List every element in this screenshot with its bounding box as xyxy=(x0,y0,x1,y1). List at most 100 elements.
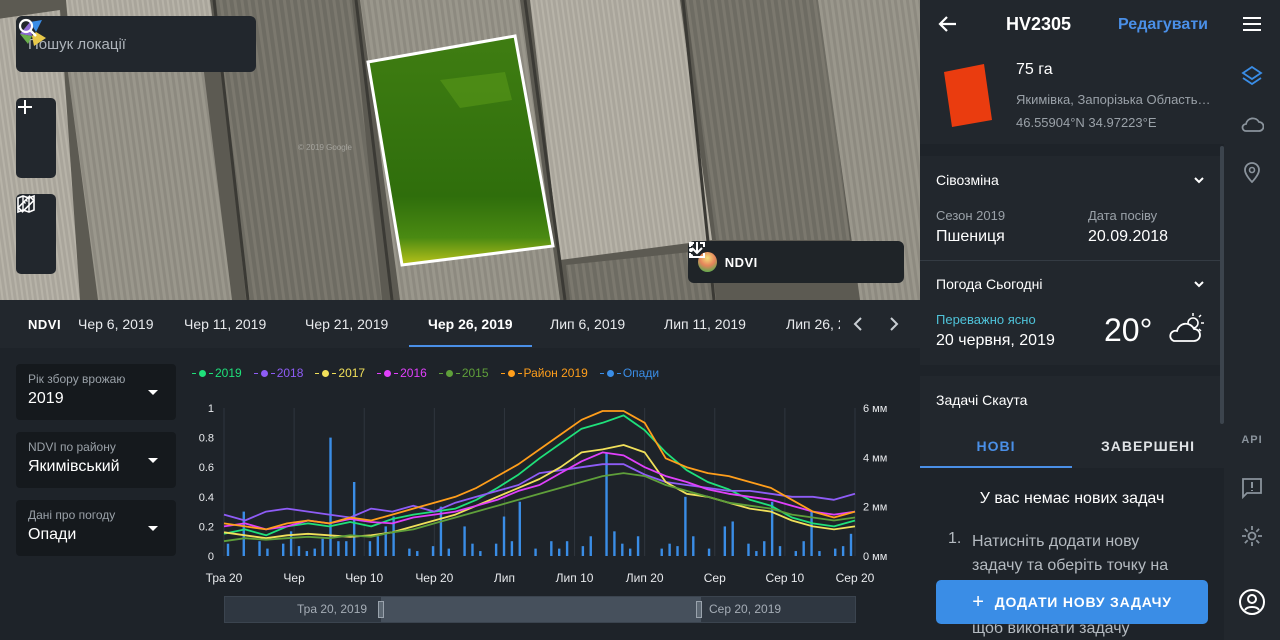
ndvi-layer-label[interactable]: NDVI xyxy=(724,254,758,270)
zoom-controls xyxy=(16,98,56,178)
legend-item[interactable]: 2019 xyxy=(192,366,242,380)
legend-dash xyxy=(500,372,505,374)
range-end-handle[interactable] xyxy=(696,601,702,618)
field-header: HV2305 Редагувати 75 га Якимівка, Запорі… xyxy=(920,0,1224,144)
section-title[interactable]: Погода Сьогодні xyxy=(936,276,1043,292)
hint-step-text: Натисніть додати нову задачу та оберіть … xyxy=(972,533,1169,574)
menu-button[interactable] xyxy=(1224,0,1280,48)
precipitation-bar xyxy=(329,437,332,556)
range-start-handle[interactable] xyxy=(378,601,384,618)
precipitation-bar xyxy=(321,538,324,556)
tab-completed-tasks[interactable]: ЗАВЕРШЕНІ xyxy=(1100,438,1196,454)
hamburger-menu-icon xyxy=(1243,17,1261,31)
series-line xyxy=(223,451,856,531)
precipitation-bar xyxy=(313,548,316,556)
range-selection[interactable] xyxy=(381,597,701,622)
account-button[interactable] xyxy=(1224,578,1280,626)
precipitation-bar xyxy=(794,551,797,556)
satellite-map[interactable]: © 2019 Google Пошук локації xyxy=(0,0,920,300)
precipitation-bar xyxy=(479,551,482,556)
zoom-out-button[interactable] xyxy=(16,106,56,178)
settings-button[interactable] xyxy=(1224,512,1280,560)
precipitation-bar xyxy=(636,536,640,556)
timeline-date[interactable]: Чер 11, 2019 xyxy=(184,316,267,332)
timeline-date[interactable]: Чер 6, 2019 xyxy=(78,316,154,332)
map-layers-button[interactable] xyxy=(16,194,56,274)
precipitation-bar xyxy=(376,536,380,556)
api-button[interactable]: API xyxy=(1241,434,1263,446)
timeline-index-label: NDVI xyxy=(28,316,62,332)
tab-new-tasks[interactable]: НОВІ xyxy=(920,424,1072,468)
precipitation-bar xyxy=(447,548,451,556)
timeline-date-active[interactable]: Чер 26, 2019 xyxy=(428,316,513,332)
precipitation-bar xyxy=(289,531,293,556)
legend-dash xyxy=(517,372,522,374)
weather-data-select[interactable]: Дані про погоду Опади xyxy=(16,500,176,556)
season-label: Сезон 2019 xyxy=(936,208,1006,223)
feedback-button[interactable] xyxy=(1224,464,1280,512)
legend-dash xyxy=(616,372,621,374)
active-date-indicator xyxy=(409,345,532,347)
legend-dash xyxy=(209,372,213,374)
x-tick-label: Лип 10 xyxy=(556,571,594,585)
layers-button[interactable] xyxy=(1224,52,1280,100)
section-title[interactable]: Сівозміна xyxy=(936,172,999,188)
caret-down-icon xyxy=(148,526,158,531)
search-placeholder: Пошук локації xyxy=(28,35,126,53)
fullscreen-button[interactable] xyxy=(689,242,894,278)
timeline-dates: Чер 6, 2019 Чер 11, 2019 Чер 21, 2019 Че… xyxy=(72,300,840,348)
fullscreen-icon xyxy=(689,242,705,258)
precipitation-bar xyxy=(431,546,435,556)
feedback-icon xyxy=(1242,478,1262,499)
legend-item[interactable]: 2016 xyxy=(377,366,427,380)
legend-item[interactable]: 2015 xyxy=(438,366,489,380)
back-arrow-icon[interactable] xyxy=(936,12,960,36)
legend-item[interactable]: 2018 xyxy=(253,366,303,380)
ndvi-region-select[interactable]: NDVI по району Якимівський xyxy=(16,432,176,488)
weather-button[interactable] xyxy=(1224,100,1280,148)
harvest-year-select[interactable]: Рік збору врожаю 2019 xyxy=(16,364,176,420)
precipitation-bar xyxy=(707,548,711,556)
panel-scrollbar[interactable] xyxy=(1220,146,1224,424)
legend-dash xyxy=(315,372,320,374)
legend-item[interactable]: 2017 xyxy=(315,366,365,380)
timeline-next-button[interactable] xyxy=(876,300,912,348)
y-right-tick-label: 6 мм xyxy=(863,403,887,415)
legend-item[interactable]: Опади xyxy=(599,366,659,380)
chevron-down-icon[interactable] xyxy=(1192,277,1206,291)
timeline-date[interactable]: Чер 21, 2019 xyxy=(305,316,389,332)
precipitation-bar xyxy=(226,543,230,556)
precipitation-bar xyxy=(723,526,727,556)
precipitation-bar xyxy=(841,546,845,556)
download-button[interactable] xyxy=(690,242,856,278)
precipitation-bar xyxy=(755,551,758,556)
timeline-date[interactable]: Лип 26, 2019 xyxy=(786,316,840,332)
x-tick-label: Сер xyxy=(704,571,726,585)
legend-label: Район 2019 xyxy=(523,366,588,380)
legend-dash xyxy=(270,372,275,374)
precipitation-bar xyxy=(770,501,774,556)
legend-dash xyxy=(394,372,399,374)
search-icon[interactable] xyxy=(16,16,40,40)
timeline-date[interactable]: Лип 6, 2019 xyxy=(550,316,626,332)
add-task-button[interactable]: + ДОДАТИ НОВУ ЗАДАЧУ xyxy=(936,580,1208,624)
precipitation-bar xyxy=(337,541,340,556)
location-search[interactable]: Пошук локації xyxy=(16,16,256,72)
legend-label: 2015 xyxy=(461,366,489,380)
y-left-tick-label: 0 xyxy=(208,551,214,563)
more-options-button[interactable] xyxy=(689,242,819,278)
legend-dot xyxy=(199,369,206,377)
no-tasks-message: У вас немає нових задач xyxy=(979,490,1165,507)
edit-button[interactable]: Редагувати xyxy=(1118,16,1208,33)
timeline-date[interactable]: Лип 11, 2019 xyxy=(664,316,746,332)
precipitation-bar xyxy=(558,548,561,556)
precipitation-bar xyxy=(684,496,687,556)
date-range-slider[interactable]: Тра 20, 2019 Сер 20, 2019 xyxy=(224,596,856,623)
x-tick-label: Чер 20 xyxy=(415,571,453,585)
legend-item[interactable]: Район 2019 xyxy=(500,366,588,380)
location-button[interactable] xyxy=(1224,148,1280,196)
series-line xyxy=(223,414,856,537)
precipitation-bar xyxy=(408,548,411,556)
chevron-down-icon[interactable] xyxy=(1192,173,1206,187)
timeline-prev-button[interactable] xyxy=(840,300,876,348)
